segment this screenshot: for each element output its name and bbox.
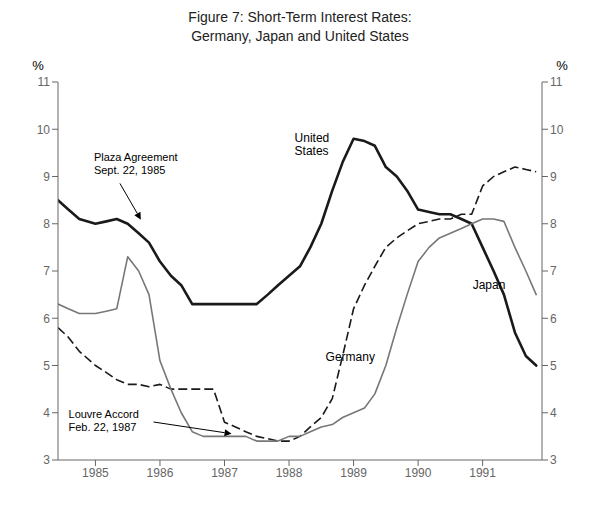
- svg-text:1988: 1988: [276, 466, 303, 480]
- svg-text:%: %: [32, 58, 44, 73]
- svg-text:3: 3: [43, 453, 50, 467]
- svg-text:8: 8: [550, 217, 557, 231]
- svg-text:7: 7: [43, 264, 50, 278]
- svg-text:Germany: Germany: [326, 350, 375, 364]
- svg-text:5: 5: [43, 359, 50, 373]
- svg-text:6: 6: [550, 312, 557, 326]
- svg-text:4: 4: [550, 406, 557, 420]
- svg-text:1989: 1989: [340, 466, 367, 480]
- svg-text:4: 4: [43, 406, 50, 420]
- svg-text:11: 11: [550, 75, 563, 89]
- svg-text:UnitedStates: UnitedStates: [295, 131, 330, 158]
- svg-text:7: 7: [550, 264, 557, 278]
- svg-text:1991: 1991: [469, 466, 496, 480]
- svg-text:1987: 1987: [211, 466, 238, 480]
- svg-text:%: %: [556, 58, 568, 73]
- html-text:Figure 7: Short-Term Interest: Figure 7: Short-Term Interest Rates: Ger…: [188, 9, 412, 44]
- svg-text:1986: 1986: [147, 466, 174, 480]
- svg-text:11: 11: [38, 75, 51, 89]
- svg-text:10: 10: [550, 123, 564, 137]
- svg-text:9: 9: [550, 170, 557, 184]
- svg-text:1985: 1985: [82, 466, 109, 480]
- svg-text:Japan: Japan: [473, 278, 506, 292]
- svg-text:1990: 1990: [405, 466, 432, 480]
- svg-text:5: 5: [550, 359, 557, 373]
- svg-text:Plaza AgreementSept. 22, 1985: Plaza AgreementSept. 22, 1985: [94, 151, 178, 176]
- svg-text:10: 10: [37, 123, 51, 137]
- svg-text:Louvre AccordFeb. 22, 1987: Louvre AccordFeb. 22, 1987: [69, 408, 139, 433]
- svg-text:6: 6: [43, 312, 50, 326]
- svg-text:8: 8: [43, 217, 50, 231]
- svg-text:3: 3: [550, 453, 557, 467]
- svg-text:9: 9: [43, 170, 50, 184]
